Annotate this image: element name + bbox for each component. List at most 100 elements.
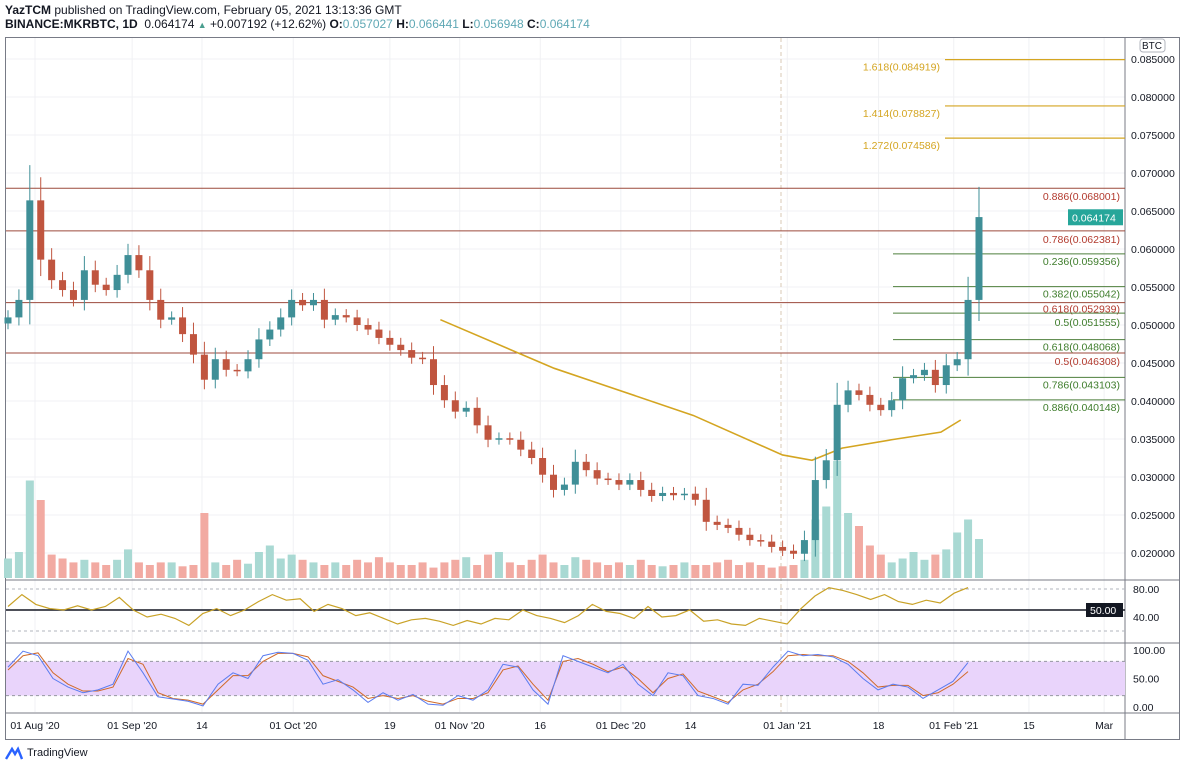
rsi-level-label: 50.00: [1090, 605, 1116, 617]
volume-bar: [724, 559, 733, 578]
candle: [288, 299, 296, 318]
stoch-tick-label: 100.00: [1133, 645, 1165, 657]
candle: [866, 394, 874, 405]
volume-bar: [47, 554, 56, 578]
candle: [59, 280, 67, 291]
candle: [528, 449, 536, 458]
y-tick-label: 0.025000: [1131, 510, 1175, 522]
y-tick-label: 0.030000: [1131, 472, 1175, 484]
candle: [309, 299, 317, 306]
volume-bar: [527, 559, 536, 578]
volume-bar: [636, 559, 645, 578]
candle: [80, 270, 88, 300]
volume-bar: [494, 552, 503, 578]
candle: [877, 404, 885, 411]
candle: [626, 480, 634, 485]
candle: [713, 521, 721, 525]
candle: [189, 334, 197, 355]
price-chart[interactable]: 0.085000 0.080000 0.075000 0.070000 0.065000…: [0, 0, 1185, 745]
candle: [484, 425, 492, 440]
volume-bar: [276, 558, 285, 578]
volume-bar: [909, 552, 918, 578]
candle: [550, 474, 557, 490]
fib-label: 0.886(0.040148): [1043, 402, 1120, 414]
x-tick-label: 01 Nov '20: [435, 720, 485, 732]
chart-frame[interactable]: [5, 37, 1180, 740]
fib-label: 1.272(0.074586): [863, 140, 940, 152]
volume-bar: [593, 562, 602, 578]
y-tick-label: 0.060000: [1131, 244, 1175, 256]
volume-bar: [69, 562, 78, 578]
volume-bar: [265, 545, 274, 578]
candle: [888, 400, 896, 411]
volume-bar: [309, 562, 318, 578]
volume-bar: [396, 565, 405, 578]
candle: [408, 350, 416, 358]
candle: [920, 369, 928, 376]
candle: [15, 299, 23, 318]
volume-bar: [887, 562, 896, 578]
low-label: L:: [462, 17, 474, 31]
candle: [299, 299, 307, 306]
candle: [659, 492, 667, 496]
volume-bar: [418, 562, 427, 578]
stoch-k-line: [7, 650, 969, 707]
tradingview-brand: TradingView: [27, 747, 88, 759]
volume-bar: [58, 558, 67, 578]
volume-bar: [680, 562, 689, 578]
candle: [844, 390, 852, 405]
x-tick-label: 01 Dec '20: [596, 720, 646, 732]
volume-bar: [374, 557, 383, 578]
candle: [168, 317, 176, 320]
volume-bar: [800, 559, 809, 578]
candle: [135, 255, 143, 271]
volume-bar: [756, 565, 765, 578]
candle: [931, 369, 939, 386]
volume-bar: [167, 562, 176, 578]
close-value: 0.064174: [539, 17, 590, 31]
volume-bar: [385, 562, 394, 578]
x-tick-label: Mar: [1095, 720, 1114, 732]
volume-bar: [156, 562, 165, 578]
volume-bar: [844, 513, 853, 578]
volume-bar: [200, 513, 209, 578]
price-change: +0.007192 (+12.62%): [210, 17, 327, 31]
last-price-tag: [1068, 209, 1123, 226]
high-label: H:: [396, 17, 409, 31]
volume-bar: [734, 565, 743, 578]
volume-bar: [254, 552, 263, 578]
candle: [364, 325, 372, 330]
high-value: 0.066441: [408, 17, 459, 31]
volume-bar: [4, 558, 12, 578]
volume-bar: [102, 565, 111, 578]
fib-label: 1.618(0.084919): [863, 62, 940, 74]
candle: [419, 357, 427, 360]
volume-bar: [713, 562, 722, 578]
candle: [255, 339, 263, 360]
candle: [429, 359, 437, 386]
publisher-name[interactable]: YazTCM: [5, 3, 52, 17]
candle: [702, 499, 710, 522]
symbol-info: BINANCE:MKRBTC, 1D 0.064174 ▲ +0.007192 …: [5, 17, 590, 31]
x-tick-label: 14: [196, 720, 208, 732]
volume-bar: [964, 519, 973, 578]
volume-bar: [876, 554, 885, 578]
x-tick-label: 01 Oct '20: [269, 720, 317, 732]
x-tick-label: 14: [685, 720, 697, 732]
low-value: 0.056948: [473, 17, 524, 31]
open-value: 0.057027: [342, 17, 393, 31]
stoch-tick-label: 50.00: [1133, 674, 1159, 686]
last-price: 0.064174: [144, 17, 195, 31]
candle: [724, 524, 732, 528]
candle: [768, 541, 776, 547]
currency-badge: [1139, 38, 1166, 53]
tradingview-footer[interactable]: TradingView: [5, 746, 88, 760]
fib-label: 0.5(0.046308): [1055, 356, 1120, 368]
candle: [953, 359, 961, 366]
candle: [26, 200, 34, 300]
candle: [833, 404, 841, 461]
volume-bar: [91, 562, 100, 578]
candle: [102, 284, 110, 291]
tradingview-logo-icon: [5, 746, 23, 760]
volume-bar: [658, 566, 667, 578]
